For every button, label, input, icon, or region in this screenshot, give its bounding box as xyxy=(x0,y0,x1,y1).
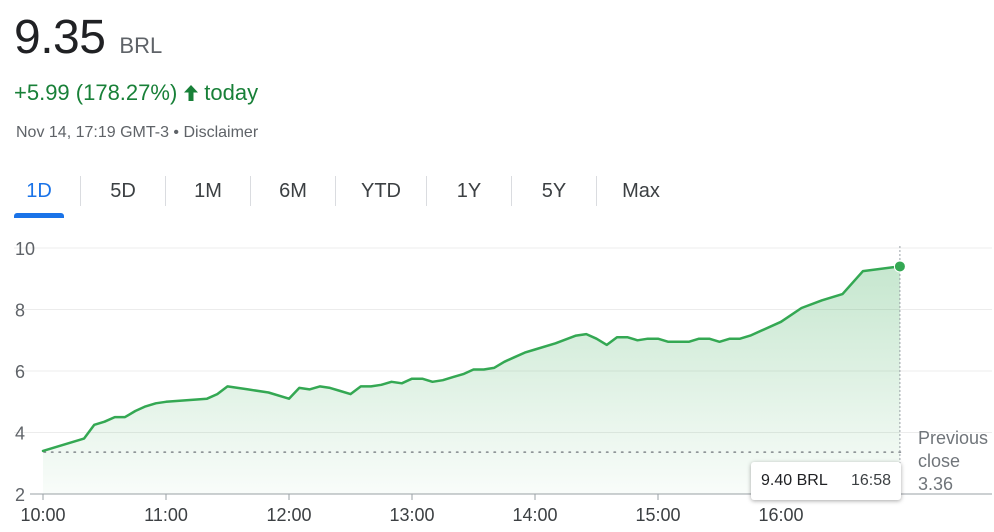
price-header: 9.35 BRL xyxy=(14,14,162,62)
arrow-up-icon xyxy=(184,85,199,101)
tab-label: 5D xyxy=(110,179,136,202)
y-tick-label: 2 xyxy=(15,485,25,505)
currency-code: BRL xyxy=(119,33,163,58)
tab-divider xyxy=(250,176,251,206)
tab-label: 1D xyxy=(26,179,52,202)
x-tick-label: 14:00 xyxy=(512,505,557,525)
tab-label: 1Y xyxy=(456,179,482,202)
tab-label: YTD xyxy=(361,179,401,202)
tab-divider xyxy=(165,176,166,206)
y-tick-label: 10 xyxy=(15,239,35,259)
current-price: 9.35 xyxy=(14,11,106,64)
tooltip-time: 16:58 xyxy=(850,472,891,489)
change-period: today xyxy=(204,80,259,105)
x-tick-label: 10:00 xyxy=(20,505,65,525)
range-tabs: 1D 5D 1M 6M YTD 1Y 5Y Max xyxy=(14,168,685,218)
previous-close-text: Previous xyxy=(918,428,988,448)
tab-divider xyxy=(335,176,336,206)
y-axis-labels: 2 4 6 8 10 xyxy=(15,239,35,505)
x-tick-label: 15:00 xyxy=(635,505,680,525)
disclaimer-link[interactable]: Disclaimer xyxy=(183,124,259,141)
tab-1d[interactable]: 1D xyxy=(14,168,64,218)
tab-1y[interactable]: 1Y xyxy=(427,168,511,214)
price-area-fill xyxy=(43,266,900,494)
price-change: +5.99 (178.27%) today xyxy=(14,80,258,106)
tab-divider xyxy=(80,176,81,206)
tab-divider xyxy=(426,176,427,206)
tab-label: 1M xyxy=(194,179,222,202)
x-tick-label: 12:00 xyxy=(266,505,311,525)
previous-close-label: Previous close 3.36 xyxy=(918,428,988,494)
tab-5y[interactable]: 5Y xyxy=(512,168,596,214)
meta-separator: • xyxy=(173,124,180,141)
x-tick-label: 13:00 xyxy=(389,505,434,525)
tab-label: 6M xyxy=(279,179,307,202)
previous-close-text: close xyxy=(918,451,960,471)
hover-point xyxy=(893,260,906,273)
change-amount: +5.99 (178.27%) xyxy=(14,80,178,105)
timestamp-line: Nov 14, 17:19 GMT-3 • Disclaimer xyxy=(16,124,258,142)
hover-tooltip: 9.40 BRL 16:58 xyxy=(751,462,901,500)
tab-5d[interactable]: 5D xyxy=(81,168,165,214)
tab-divider xyxy=(511,176,512,206)
y-tick-label: 6 xyxy=(15,362,25,382)
x-tick-label: 11:00 xyxy=(144,505,188,525)
tab-max[interactable]: Max xyxy=(597,168,685,214)
tab-divider xyxy=(596,176,597,206)
timestamp: Nov 14, 17:19 GMT-3 xyxy=(16,124,169,141)
tooltip-value: 9.40 BRL xyxy=(761,472,828,489)
price-series-line xyxy=(41,265,902,453)
tab-6m[interactable]: 6M xyxy=(251,168,335,214)
previous-close-value: 3.36 xyxy=(918,474,953,494)
x-tick-label: 16:00 xyxy=(758,505,803,525)
tab-1m[interactable]: 1M xyxy=(166,168,250,214)
tab-label: 5Y xyxy=(541,179,567,202)
tab-ytd[interactable]: YTD xyxy=(336,168,426,214)
y-tick-label: 4 xyxy=(15,424,25,444)
tab-label: Max xyxy=(622,179,660,202)
y-tick-label: 8 xyxy=(15,301,25,321)
